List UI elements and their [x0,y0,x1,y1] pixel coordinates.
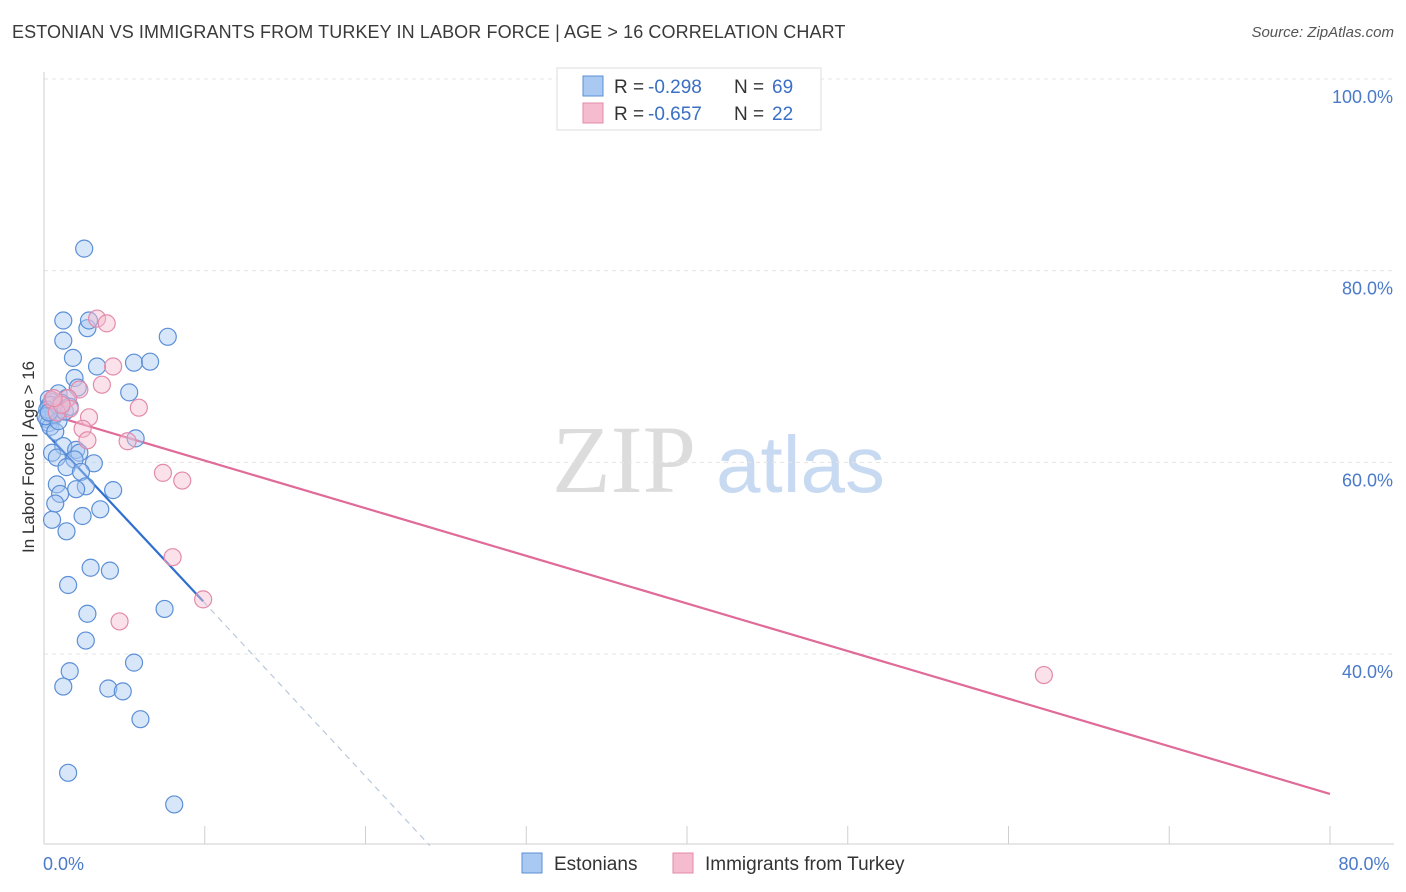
source-label: Source: ZipAtlas.com [1251,24,1394,41]
bottom-legend-label-turkey: Immigrants from Turkey [705,854,905,875]
point-estonians [59,575,78,595]
point-estonians [140,352,160,371]
point-estonians [65,368,84,388]
point-turkey [73,419,92,438]
y-tick-label: 80.0% [1342,279,1393,299]
point-estonians [42,510,62,529]
point-estonians [124,653,144,672]
point-turkey [129,398,148,417]
bottom-legend: Estonians Immigrants from Turkey [521,852,905,875]
point-estonians [158,327,177,346]
data-points [36,239,1053,814]
y-axis-label: In Labor Force | Age > 16 [19,361,38,553]
point-estonians [78,319,97,338]
point-estonians [47,475,66,494]
x-tick-label: 0.0% [43,854,84,874]
point-estonians [54,677,73,696]
legend-r-value-turkey: -0.657 [648,104,702,125]
watermark: ZIP atlas [552,406,885,513]
trendline-estonians-dashed [202,600,431,847]
point-turkey [173,471,192,490]
point-estonians [46,494,65,513]
point-estonians [57,522,76,541]
point-estonians [104,481,123,500]
bottom-legend-label-estonians: Estonians [554,854,637,875]
point-estonians [47,448,66,467]
point-turkey [104,357,123,376]
x-tick-label: 80.0% [1338,854,1389,874]
point-estonians [84,454,103,473]
legend-r-label-turkey: R = [614,104,644,125]
legend-n-value-estonians: 69 [772,77,793,98]
point-estonians [54,331,73,350]
point-estonians [71,462,91,482]
point-estonians [73,506,92,526]
point-estonians [91,500,110,519]
point-estonians [76,631,95,650]
y-tick-label: 100.0% [1332,87,1393,107]
point-turkey [97,314,116,333]
y-tick-label: 40.0% [1342,662,1393,682]
legend-swatch-turkey [582,102,604,124]
point-estonians [63,348,83,367]
y-tick-label: 60.0% [1342,470,1393,490]
point-estonians [57,458,76,477]
legend-r-value-estonians: -0.298 [648,77,702,98]
point-estonians [54,311,73,330]
point-estonians [75,239,94,258]
point-turkey [163,548,182,567]
point-turkey [194,590,213,609]
point-turkey [44,389,63,408]
point-turkey [92,375,111,394]
point-estonians [81,558,100,577]
point-turkey [118,432,137,451]
point-estonians [155,599,174,619]
point-estonians [59,763,78,782]
point-turkey [153,463,173,482]
point-estonians [165,795,184,814]
legend-n-value-turkey: 22 [772,104,793,125]
axes: 40.0% 60.0% 80.0% 100.0% 0.0% 80.0% [43,72,1394,874]
legend-swatch-estonians [582,75,604,97]
bottom-legend-swatch-estonians [521,852,543,874]
point-estonians [67,480,86,499]
bottom-legend-swatch-turkey [672,852,694,874]
point-estonians [100,561,120,580]
point-turkey [87,309,107,328]
watermark-zip: ZIP [552,406,696,513]
legend-n-label-turkey: N = [734,104,764,125]
legend-n-label-estonians: N = [734,77,764,98]
legend-box: R = -0.298 N = 69 R = -0.657 N = 22 [556,67,822,131]
watermark-atlas: atlas [716,420,885,509]
point-turkey [79,408,99,427]
point-turkey [110,612,129,631]
point-turkey [1034,665,1053,685]
point-estonians [87,357,107,376]
point-estonians [50,484,70,504]
point-estonians [60,662,79,681]
point-estonians [99,679,118,698]
point-turkey [78,431,97,450]
point-estonians [78,604,97,623]
point-estonians [131,710,150,729]
point-estonians [113,682,132,701]
legend-r-label-estonians: R = [614,77,644,98]
point-estonians [124,353,144,372]
trendline-turkey-solid [45,412,1331,795]
gridlines [44,78,1394,655]
point-estonians [120,383,139,402]
chart-title: ESTONIAN VS IMMIGRANTS FROM TURKEY IN LA… [12,22,846,42]
